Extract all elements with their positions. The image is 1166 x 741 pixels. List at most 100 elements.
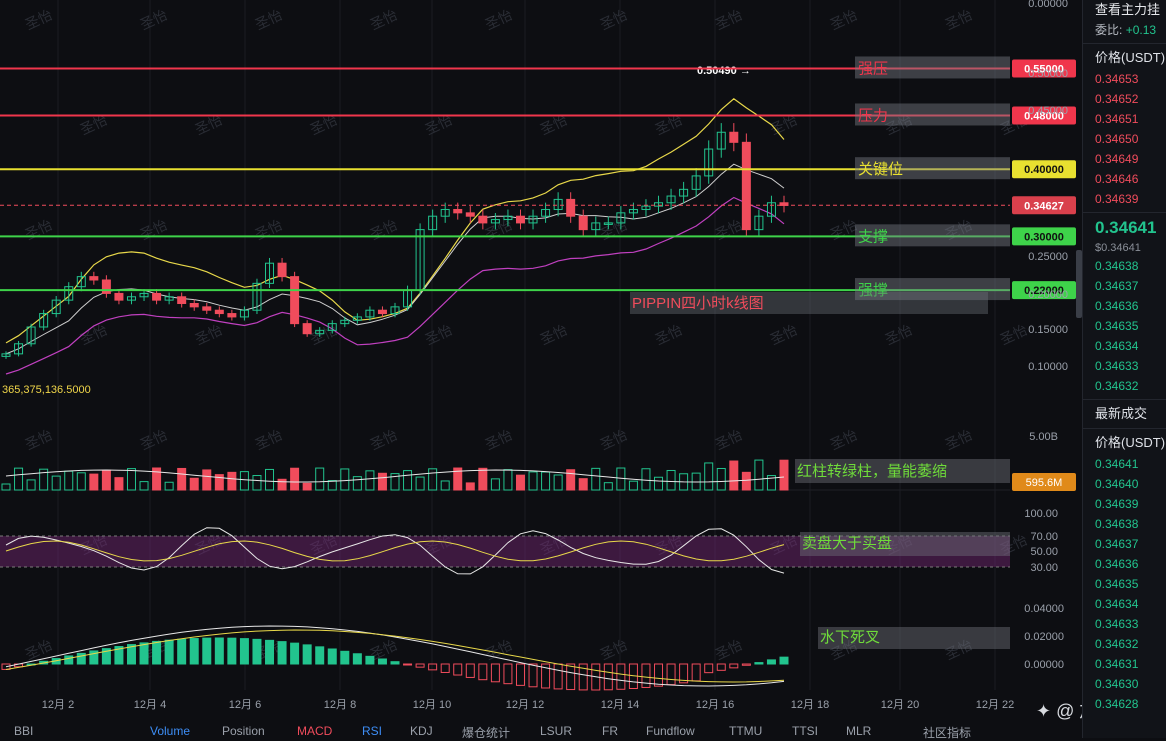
ask-row[interactable]: 0.34653 — [1095, 72, 1139, 86]
ask-row[interactable]: 0.34646 — [1095, 172, 1139, 186]
trade-row[interactable]: 0.34636 — [1095, 557, 1139, 571]
watermark-text: 圣怡 — [598, 636, 630, 662]
price-axis-tick-0: 0.00000 — [1028, 0, 1068, 10]
candle-body — [227, 313, 237, 318]
indicator-tab-7[interactable]: LSUR — [540, 724, 573, 738]
candle-body — [591, 222, 601, 231]
macd-axis-tick-0: 0.04000 — [1024, 603, 1064, 615]
indicator-tab-11[interactable]: TTSI — [792, 724, 818, 738]
trades-price-header: 价格(USDT) — [1095, 435, 1166, 450]
indicator-tab-13[interactable]: 社区指标 — [923, 726, 972, 740]
bid-row[interactable]: 0.34638 — [1095, 259, 1139, 273]
trade-row[interactable]: 0.34630 — [1095, 677, 1139, 691]
volume-bar — [566, 469, 576, 491]
indicator-tab-10[interactable]: TTMU — [729, 724, 763, 738]
volume-bar — [503, 469, 513, 491]
level-price-label-1: 0.48000 — [1024, 110, 1064, 122]
candle-body — [716, 131, 726, 150]
macd-histogram-bar — [89, 650, 99, 665]
watermark-text: 圣怡 — [368, 426, 400, 452]
volume-bar — [189, 477, 199, 491]
volume-bar — [453, 467, 463, 491]
macd-histogram-bar — [365, 655, 375, 665]
bid-row[interactable]: 0.34633 — [1095, 359, 1139, 373]
trade-row[interactable]: 0.34641 — [1095, 457, 1139, 471]
macd-histogram-bar — [741, 663, 751, 666]
volume-axis-top: 5.00B — [1029, 431, 1058, 443]
candle-body — [478, 215, 488, 224]
candle-body — [64, 286, 74, 301]
volume-bar — [126, 468, 136, 491]
indicator-tab-9[interactable]: Fundflow — [646, 724, 695, 738]
bid-row[interactable]: 0.34634 — [1095, 339, 1139, 353]
bid-row[interactable]: 0.34632 — [1095, 379, 1139, 393]
ask-row[interactable]: 0.34639 — [1095, 192, 1139, 206]
level-price-label-0: 0.55000 — [1024, 63, 1064, 75]
volume-bar — [754, 459, 764, 491]
trade-row[interactable]: 0.34631 — [1095, 657, 1139, 671]
trade-row[interactable]: 0.34633 — [1095, 617, 1139, 631]
price-axis-scroll-handle[interactable] — [1076, 250, 1082, 318]
indicator-tab-8[interactable]: FR — [602, 724, 618, 738]
macd-histogram-bar — [64, 655, 74, 665]
ask-row[interactable]: 0.34652 — [1095, 92, 1139, 106]
macd-note: 水下死叉 — [820, 629, 880, 646]
trade-row[interactable]: 0.34635 — [1095, 577, 1139, 591]
bid-row[interactable]: 0.34635 — [1095, 319, 1139, 333]
volume-bar — [177, 467, 187, 491]
indicator-tab-3[interactable]: MACD — [297, 724, 333, 738]
trade-row[interactable]: 0.34632 — [1095, 637, 1139, 651]
volume-bar — [352, 476, 362, 491]
trade-row[interactable]: 0.34634 — [1095, 597, 1139, 611]
volume-bar — [541, 471, 551, 491]
watermark-text: 圣怡 — [138, 426, 170, 452]
level-name-1: 压力 — [858, 107, 888, 124]
ask-row[interactable]: 0.34651 — [1095, 112, 1139, 126]
candle-body — [277, 262, 287, 278]
level-tag-bg-0 — [855, 56, 1010, 79]
candle-body — [553, 198, 563, 210]
trade-row[interactable]: 0.34637 — [1095, 537, 1139, 551]
volume-bar — [704, 462, 714, 491]
watermark-text: 圣怡 — [598, 6, 630, 32]
indicator-tab-0[interactable]: BBI — [14, 724, 34, 738]
trade-row[interactable]: 0.34639 — [1095, 497, 1139, 511]
indicator-tab-5[interactable]: KDJ — [410, 724, 433, 738]
trade-row[interactable]: 0.34640 — [1095, 477, 1139, 491]
macd-histogram-bar — [779, 656, 789, 665]
trade-row[interactable]: 0.34628 — [1095, 697, 1139, 711]
volume-bar — [64, 470, 74, 491]
bid-row[interactable]: 0.34637 — [1095, 279, 1139, 293]
indicator-tab-1[interactable]: Volume — [150, 724, 191, 738]
bid-list: 0.34638 0.34637 0.34636 0.34635 0.34634 0.346… — [1083, 256, 1166, 396]
candle-body — [541, 208, 551, 217]
volume-bar — [478, 467, 488, 491]
price-axis-tick-3: 0.25000 — [1028, 251, 1068, 263]
bid-row[interactable]: 0.34636 — [1095, 299, 1139, 313]
indicator-tab-4[interactable]: RSI — [362, 724, 383, 738]
indicator-tab-2[interactable]: Position — [222, 724, 265, 738]
ask-row[interactable]: 0.34650 — [1095, 132, 1139, 146]
rsi-axis-tick-2: 50.00 — [1030, 546, 1058, 558]
volume-bar — [76, 472, 86, 491]
ask-row[interactable]: 0.34649 — [1095, 152, 1139, 166]
trade-row[interactable]: 0.34638 — [1095, 517, 1139, 531]
ask-price-header: 价格(USDT) — [1095, 50, 1166, 65]
indicator-tab-6[interactable]: 爆仓统计 — [462, 726, 511, 740]
candle-body — [101, 279, 111, 294]
macd-histogram-bar — [302, 644, 312, 665]
candle-body — [465, 212, 475, 217]
macd-histogram-bar — [566, 663, 576, 691]
rsi-axis-tick-3: 30.00 — [1030, 562, 1058, 574]
macd-histogram-bar — [641, 663, 651, 688]
current-price-tag — [1012, 196, 1076, 215]
time-axis-tick-8: 12月 18 — [791, 699, 830, 711]
recent-trades-title[interactable]: 最新成交 — [1095, 406, 1148, 421]
indicator-tab-12[interactable]: MLR — [846, 724, 872, 738]
candle-body — [26, 326, 36, 345]
order-book-title[interactable]: 查看主力挂 — [1095, 2, 1161, 17]
watermark-text: 圣怡 — [138, 216, 170, 242]
level-tag-bg-4 — [855, 278, 1010, 301]
candle-body — [114, 292, 124, 301]
